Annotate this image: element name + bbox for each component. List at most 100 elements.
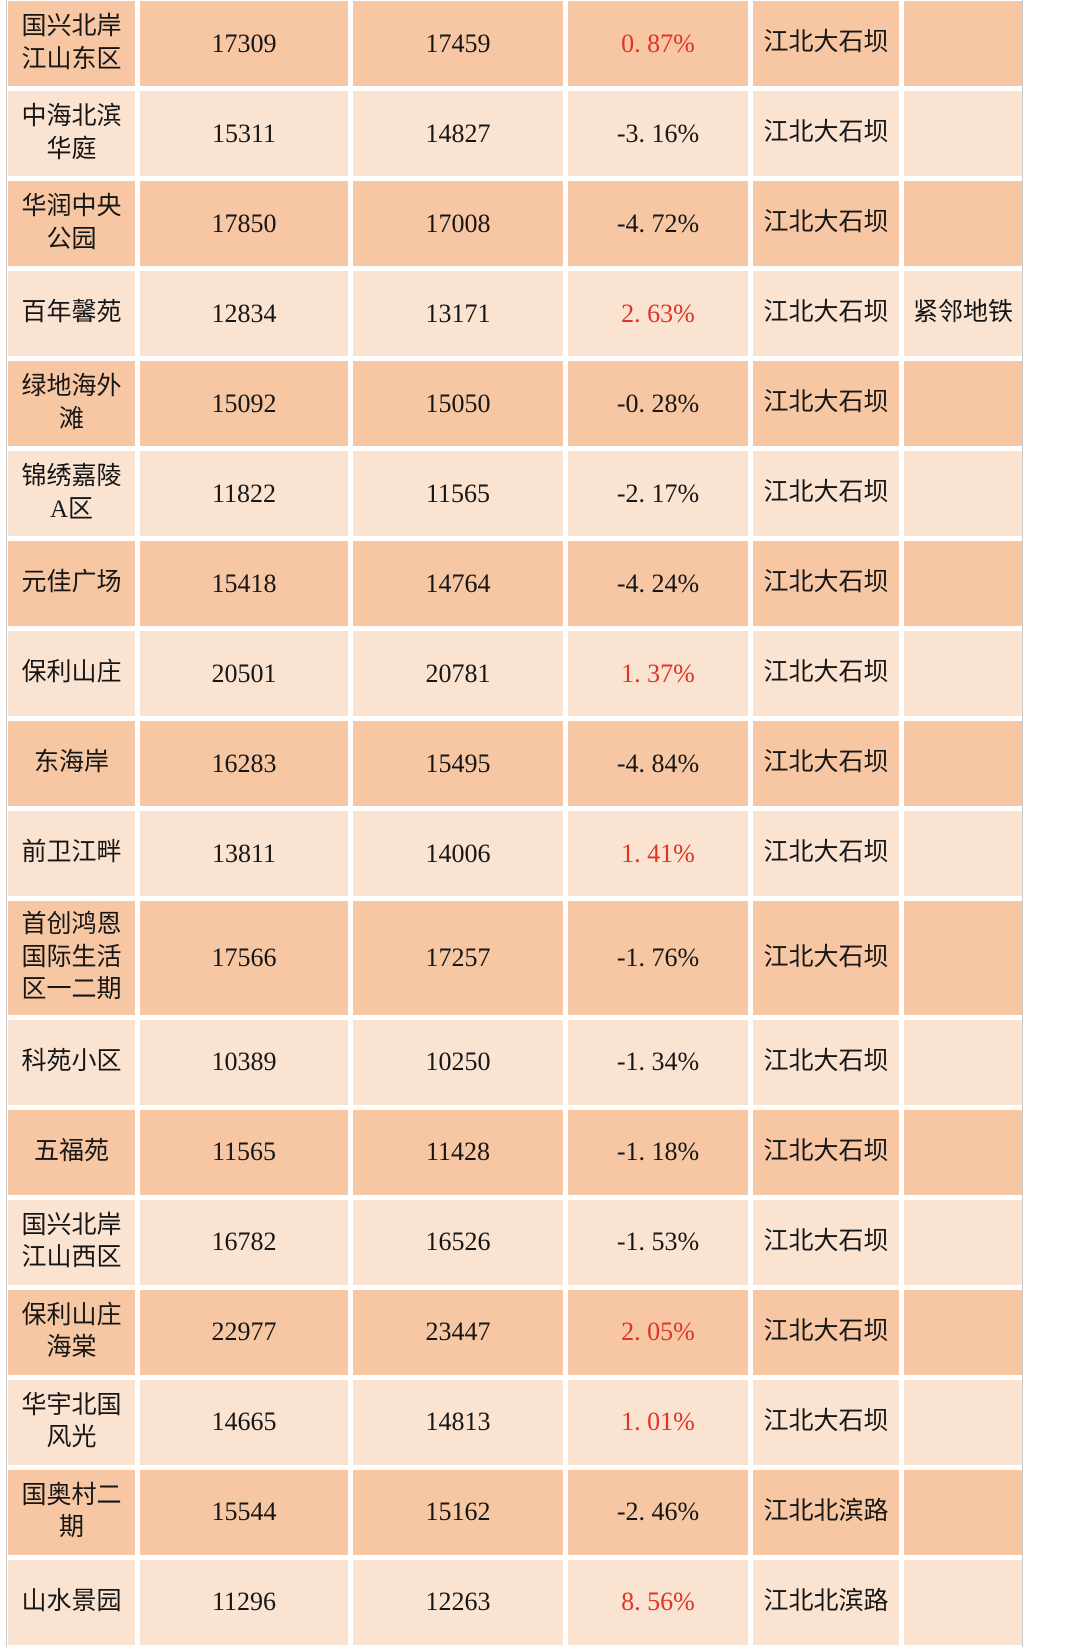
prev-price-cell: 15311 (140, 91, 348, 176)
community-name-cell: 华宇北国风光 (8, 1379, 135, 1465)
table-frame: 国兴北岸江山东区 17309 17459 0. 87% 江北大石坝 中海北滨华庭… (6, 0, 1023, 1647)
curr-price-cell: 11565 (353, 451, 563, 536)
note-cell (904, 1289, 1022, 1375)
prev-price-cell: 14665 (140, 1379, 348, 1465)
note-cell (904, 1559, 1022, 1645)
district-cell: 江北大石坝 (753, 541, 899, 626)
note-cell (904, 361, 1022, 446)
prev-price-cell: 15418 (140, 541, 348, 626)
note-cell (904, 451, 1022, 536)
table-row: 首创鸿恩国际生活区一二期 17566 17257 -1. 76% 江北大石坝 (8, 901, 1022, 1015)
table-row: 华宇北国风光 14665 14813 1. 01% 江北大石坝 (8, 1379, 1022, 1465)
table-row: 国奥村二期 15544 15162 -2. 46% 江北北滨路 (8, 1469, 1022, 1555)
note-cell (904, 631, 1022, 716)
table-row: 五福苑 11565 11428 -1. 18% 江北大石坝 (8, 1109, 1022, 1195)
note-cell (904, 1019, 1022, 1105)
curr-price-cell: 17008 (353, 181, 563, 266)
change-percent-cell: -2. 17% (568, 451, 748, 536)
curr-price-cell: 17257 (353, 901, 563, 1015)
curr-price-cell: 14006 (353, 811, 563, 896)
change-percent-cell: -2. 46% (568, 1469, 748, 1555)
curr-price-cell: 16526 (353, 1199, 563, 1285)
prev-price-cell: 22977 (140, 1289, 348, 1375)
table-row: 华润中央公园 17850 17008 -4. 72% 江北大石坝 (8, 181, 1022, 266)
table-row: 百年馨苑 12834 13171 2. 63% 江北大石坝 紧邻地铁 (8, 271, 1022, 356)
curr-price-cell: 15495 (353, 721, 563, 806)
change-percent-cell: 1. 37% (568, 631, 748, 716)
curr-price-cell: 11428 (353, 1109, 563, 1195)
curr-price-cell: 13171 (353, 271, 563, 356)
prev-price-cell: 17566 (140, 901, 348, 1015)
change-percent-cell: -4. 24% (568, 541, 748, 626)
table-row: 国兴北岸江山西区 16782 16526 -1. 53% 江北大石坝 (8, 1199, 1022, 1285)
table-row: 国兴北岸江山东区 17309 17459 0. 87% 江北大石坝 (8, 1, 1022, 86)
table-row: 元佳广场 15418 14764 -4. 24% 江北大石坝 (8, 541, 1022, 626)
curr-price-cell: 14827 (353, 91, 563, 176)
community-name-cell: 前卫江畔 (8, 811, 135, 896)
curr-price-cell: 17459 (353, 1, 563, 86)
community-name-cell: 华润中央公园 (8, 181, 135, 266)
note-cell (904, 901, 1022, 1015)
table-row: 科苑小区 10389 10250 -1. 34% 江北大石坝 (8, 1019, 1022, 1105)
prev-price-cell: 11296 (140, 1559, 348, 1645)
district-cell: 江北大石坝 (753, 1109, 899, 1195)
prev-price-cell: 13811 (140, 811, 348, 896)
note-cell (904, 1, 1022, 86)
table-row: 山水景园 11296 12263 8. 56% 江北北滨路 (8, 1559, 1022, 1645)
note-cell (904, 1199, 1022, 1285)
prev-price-cell: 15544 (140, 1469, 348, 1555)
note-cell (904, 541, 1022, 626)
prev-price-cell: 15092 (140, 361, 348, 446)
district-cell: 江北大石坝 (753, 901, 899, 1015)
table-row: 锦绣嘉陵A区 11822 11565 -2. 17% 江北大石坝 (8, 451, 1022, 536)
community-name-cell: 科苑小区 (8, 1019, 135, 1105)
curr-price-cell: 15162 (353, 1469, 563, 1555)
table-row: 前卫江畔 13811 14006 1. 41% 江北大石坝 (8, 811, 1022, 896)
prev-price-cell: 11565 (140, 1109, 348, 1195)
note-cell (904, 1109, 1022, 1195)
table-row: 东海岸 16283 15495 -4. 84% 江北大石坝 (8, 721, 1022, 806)
curr-price-cell: 10250 (353, 1019, 563, 1105)
table-row: 保利山庄海棠 22977 23447 2. 05% 江北大石坝 (8, 1289, 1022, 1375)
change-percent-cell: 0. 87% (568, 1, 748, 86)
change-percent-cell: 2. 63% (568, 271, 748, 356)
curr-price-cell: 20781 (353, 631, 563, 716)
community-name-cell: 百年馨苑 (8, 271, 135, 356)
community-name-cell: 国兴北岸江山东区 (8, 1, 135, 86)
district-cell: 江北北滨路 (753, 1469, 899, 1555)
note-cell (904, 1379, 1022, 1465)
community-name-cell: 中海北滨华庭 (8, 91, 135, 176)
price-table: 国兴北岸江山东区 17309 17459 0. 87% 江北大石坝 中海北滨华庭… (8, 1, 1022, 1645)
district-cell: 江北大石坝 (753, 1289, 899, 1375)
curr-price-cell: 14764 (353, 541, 563, 626)
district-cell: 江北大石坝 (753, 631, 899, 716)
community-name-cell: 元佳广场 (8, 541, 135, 626)
note-cell (904, 181, 1022, 266)
district-cell: 江北大石坝 (753, 721, 899, 806)
prev-price-cell: 10389 (140, 1019, 348, 1105)
district-cell: 江北大石坝 (753, 1, 899, 86)
community-name-cell: 保利山庄 (8, 631, 135, 716)
change-percent-cell: -4. 84% (568, 721, 748, 806)
note-cell (904, 91, 1022, 176)
change-percent-cell: 1. 01% (568, 1379, 748, 1465)
change-percent-cell: -0. 28% (568, 361, 748, 446)
prev-price-cell: 17850 (140, 181, 348, 266)
community-name-cell: 五福苑 (8, 1109, 135, 1195)
community-name-cell: 首创鸿恩国际生活区一二期 (8, 901, 135, 1015)
note-cell: 紧邻地铁 (904, 271, 1022, 356)
community-name-cell: 保利山庄海棠 (8, 1289, 135, 1375)
table-row: 中海北滨华庭 15311 14827 -3. 16% 江北大石坝 (8, 91, 1022, 176)
community-name-cell: 东海岸 (8, 721, 135, 806)
community-name-cell: 国奥村二期 (8, 1469, 135, 1555)
prev-price-cell: 11822 (140, 451, 348, 536)
prev-price-cell: 16782 (140, 1199, 348, 1285)
change-percent-cell: 1. 41% (568, 811, 748, 896)
curr-price-cell: 14813 (353, 1379, 563, 1465)
prev-price-cell: 20501 (140, 631, 348, 716)
change-percent-cell: -1. 18% (568, 1109, 748, 1195)
change-percent-cell: -1. 76% (568, 901, 748, 1015)
change-percent-cell: 8. 56% (568, 1559, 748, 1645)
district-cell: 江北大石坝 (753, 1019, 899, 1105)
